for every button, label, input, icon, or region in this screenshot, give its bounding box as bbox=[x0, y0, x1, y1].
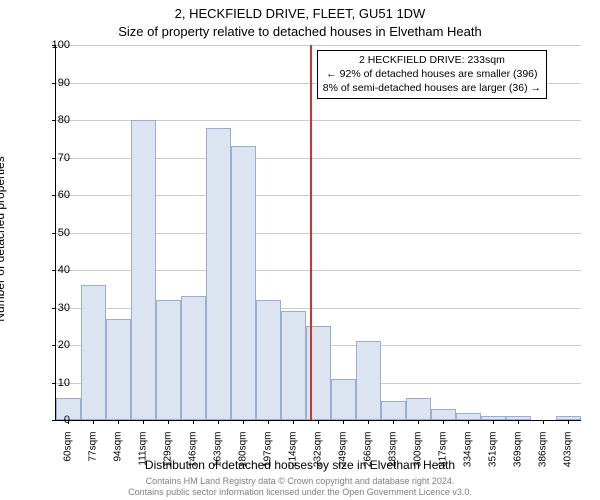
x-tick-label: 317sqm bbox=[437, 432, 448, 477]
y-tick-label: 40 bbox=[30, 264, 70, 276]
x-tick-label: 214sqm bbox=[287, 432, 298, 477]
x-tick-label: 111sqm bbox=[137, 432, 148, 477]
x-tick-mark bbox=[193, 420, 194, 424]
x-tick-label: 232sqm bbox=[312, 432, 323, 477]
x-tick-mark bbox=[168, 420, 169, 424]
footer-line2: Contains public sector information licen… bbox=[0, 487, 600, 498]
chart-title-address: 2, HECKFIELD DRIVE, FLEET, GU51 1DW bbox=[0, 6, 600, 21]
plot-area: 2 HECKFIELD DRIVE: 233sqm← 92% of detach… bbox=[55, 45, 581, 421]
x-tick-label: 351sqm bbox=[487, 432, 498, 477]
x-tick-mark bbox=[268, 420, 269, 424]
histogram-bar bbox=[81, 285, 106, 420]
annotation-line3: 8% of semi-detached houses are larger (3… bbox=[323, 81, 541, 95]
x-tick-label: 249sqm bbox=[337, 432, 348, 477]
footer-line1: Contains HM Land Registry data © Crown c… bbox=[0, 476, 600, 487]
histogram-bar bbox=[181, 296, 206, 420]
y-tick-mark bbox=[52, 308, 56, 309]
histogram-bar bbox=[156, 300, 181, 420]
y-tick-label: 70 bbox=[30, 152, 70, 164]
annotation-line2: ← 92% of detached houses are smaller (39… bbox=[323, 67, 541, 81]
x-tick-label: 300sqm bbox=[412, 432, 423, 477]
y-tick-mark bbox=[52, 420, 56, 421]
x-tick-mark bbox=[518, 420, 519, 424]
chart-container: 2, HECKFIELD DRIVE, FLEET, GU51 1DW Size… bbox=[0, 0, 600, 500]
x-tick-label: 283sqm bbox=[387, 432, 398, 477]
x-tick-mark bbox=[543, 420, 544, 424]
x-tick-label: 369sqm bbox=[512, 432, 523, 477]
histogram-bar bbox=[456, 413, 481, 421]
footer-attribution: Contains HM Land Registry data © Crown c… bbox=[0, 476, 600, 499]
x-tick-mark bbox=[93, 420, 94, 424]
x-tick-label: 266sqm bbox=[362, 432, 373, 477]
x-tick-mark bbox=[568, 420, 569, 424]
y-tick-label: 0 bbox=[30, 414, 70, 426]
histogram-bar bbox=[381, 401, 406, 420]
y-tick-label: 30 bbox=[30, 302, 70, 314]
y-tick-mark bbox=[52, 195, 56, 196]
x-tick-label: 146sqm bbox=[187, 432, 198, 477]
x-tick-mark bbox=[218, 420, 219, 424]
x-tick-label: 403sqm bbox=[562, 432, 573, 477]
histogram-bar bbox=[506, 416, 531, 420]
histogram-bar bbox=[556, 416, 581, 420]
y-tick-mark bbox=[52, 83, 56, 84]
histogram-bar bbox=[106, 319, 131, 420]
x-tick-label: 129sqm bbox=[162, 432, 173, 477]
x-tick-label: 163sqm bbox=[212, 432, 223, 477]
x-tick-mark bbox=[143, 420, 144, 424]
histogram-bar bbox=[131, 120, 156, 420]
chart-title-description: Size of property relative to detached ho… bbox=[0, 24, 600, 39]
y-tick-mark bbox=[52, 383, 56, 384]
y-tick-label: 10 bbox=[30, 377, 70, 389]
x-tick-mark bbox=[418, 420, 419, 424]
reference-line bbox=[310, 45, 312, 420]
y-tick-label: 50 bbox=[30, 227, 70, 239]
y-tick-label: 100 bbox=[30, 39, 70, 51]
y-tick-mark bbox=[52, 345, 56, 346]
histogram-bar bbox=[431, 409, 456, 420]
x-tick-mark bbox=[368, 420, 369, 424]
y-tick-label: 20 bbox=[30, 339, 70, 351]
x-tick-label: 334sqm bbox=[462, 432, 473, 477]
y-tick-label: 90 bbox=[30, 77, 70, 89]
x-tick-mark bbox=[118, 420, 119, 424]
x-tick-label: 197sqm bbox=[262, 432, 273, 477]
x-tick-label: 180sqm bbox=[237, 432, 248, 477]
y-tick-mark bbox=[52, 158, 56, 159]
x-tick-mark bbox=[243, 420, 244, 424]
x-tick-mark bbox=[293, 420, 294, 424]
x-tick-mark bbox=[393, 420, 394, 424]
histogram-bar bbox=[481, 416, 506, 420]
x-tick-label: 60sqm bbox=[62, 432, 73, 477]
x-tick-label: 386sqm bbox=[537, 432, 548, 477]
y-tick-mark bbox=[52, 45, 56, 46]
histogram-bar bbox=[356, 341, 381, 420]
x-tick-mark bbox=[493, 420, 494, 424]
x-tick-mark bbox=[343, 420, 344, 424]
x-tick-label: 77sqm bbox=[87, 432, 98, 477]
y-tick-mark bbox=[52, 233, 56, 234]
histogram-bar bbox=[206, 128, 231, 421]
x-tick-mark bbox=[468, 420, 469, 424]
x-tick-mark bbox=[318, 420, 319, 424]
y-tick-label: 60 bbox=[30, 189, 70, 201]
histogram-bar bbox=[281, 311, 306, 420]
y-axis-label: Number of detached properties bbox=[0, 74, 7, 239]
y-tick-mark bbox=[52, 270, 56, 271]
x-tick-label: 94sqm bbox=[112, 432, 123, 477]
gridline bbox=[56, 45, 581, 46]
y-tick-label: 80 bbox=[30, 114, 70, 126]
histogram-bar bbox=[331, 379, 356, 420]
histogram-bar bbox=[231, 146, 256, 420]
x-tick-mark bbox=[443, 420, 444, 424]
x-tick-mark bbox=[68, 420, 69, 424]
y-tick-mark bbox=[52, 120, 56, 121]
annotation-line1: 2 HECKFIELD DRIVE: 233sqm bbox=[323, 53, 541, 67]
histogram-bar bbox=[256, 300, 281, 420]
annotation-box: 2 HECKFIELD DRIVE: 233sqm← 92% of detach… bbox=[317, 50, 547, 99]
histogram-bar bbox=[406, 398, 431, 421]
